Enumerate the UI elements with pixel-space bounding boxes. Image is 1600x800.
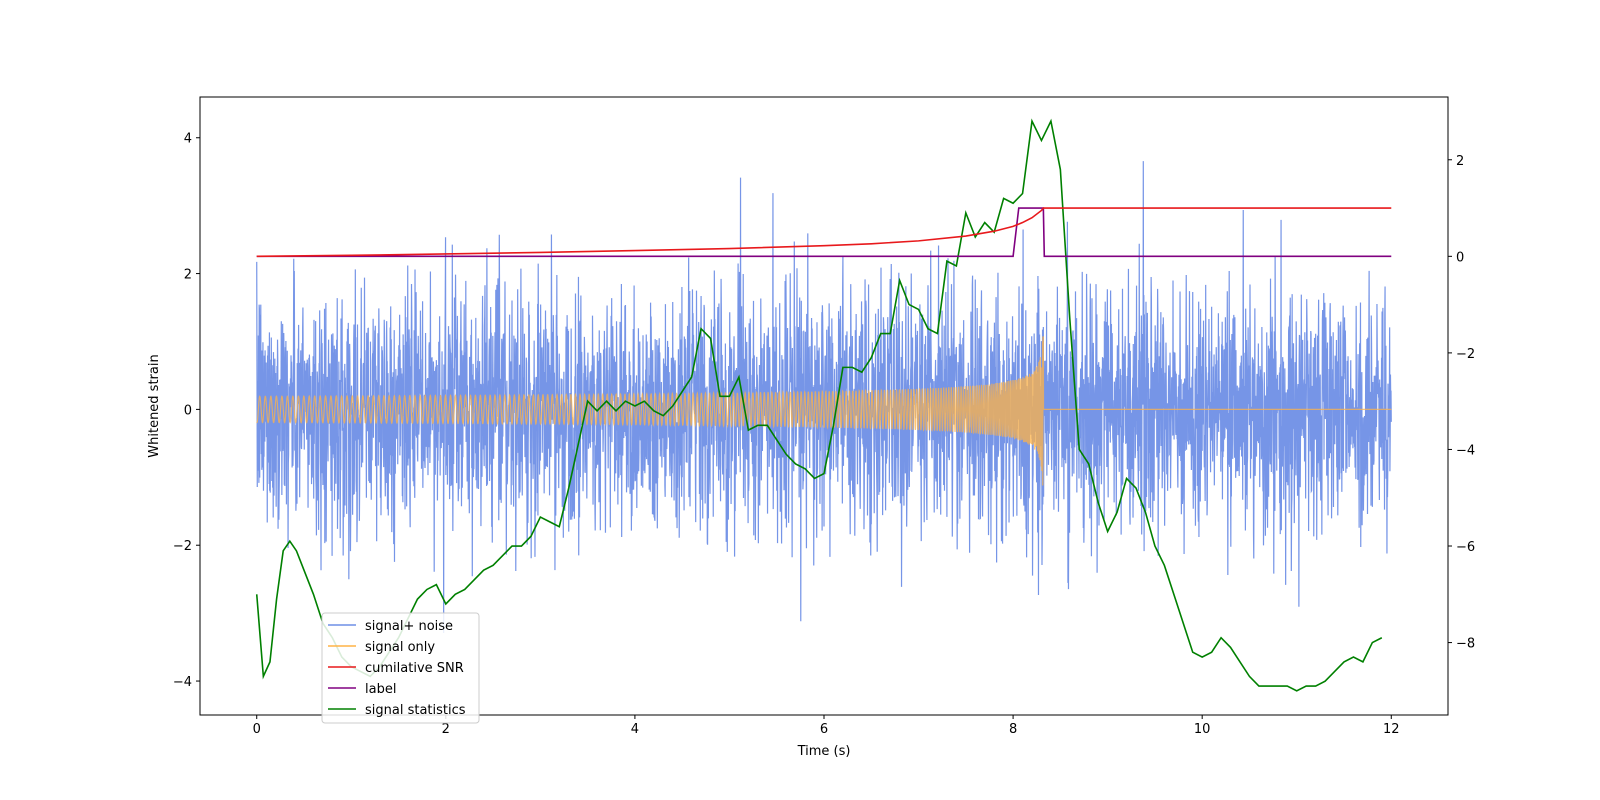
y-axis-right: −8 −6 −4 −2 0 2 xyxy=(1448,154,1475,652)
x-tick-label: 8 xyxy=(1009,722,1017,737)
x-tick-label: 12 xyxy=(1383,722,1400,737)
plot-area xyxy=(255,118,1392,692)
y2-tick-label: 0 xyxy=(1456,250,1464,265)
x-tick-label: 0 xyxy=(253,722,261,737)
x-tick-label: 10 xyxy=(1194,722,1211,737)
legend-label: cumilative SNR xyxy=(365,661,464,676)
series-signal-only xyxy=(256,336,1392,486)
series-signal-plus-noise xyxy=(256,161,1392,634)
signal-only-line xyxy=(256,336,1392,486)
line-cumilative-snr xyxy=(256,207,1392,258)
y2-tick-label: −8 xyxy=(1456,637,1475,652)
series-lines xyxy=(255,118,1392,692)
legend-box xyxy=(321,612,480,724)
y-tick-label: −2 xyxy=(173,539,192,554)
line-signal-statistics xyxy=(255,118,1383,692)
y-axis-label: Whitened strain xyxy=(147,354,162,457)
y-axis-left: −4 −2 0 2 4 xyxy=(173,132,200,690)
x-tick-label: 6 xyxy=(820,722,828,737)
legend-label: signal only xyxy=(365,640,435,655)
y2-tick-label: −4 xyxy=(1456,443,1475,458)
signal-plus-noise-line xyxy=(256,161,1392,634)
line-label xyxy=(256,207,1392,258)
y2-tick-label: −6 xyxy=(1456,540,1475,555)
y2-tick-label: 2 xyxy=(1456,154,1464,169)
y-tick-label: 0 xyxy=(184,403,192,418)
x-axis-label: Time (s) xyxy=(797,744,851,759)
legend: signal+ noise signal only cumilative SNR la… xyxy=(321,612,480,724)
y-tick-label: −4 xyxy=(173,675,192,690)
legend-label: label xyxy=(365,682,396,697)
y-tick-label: 2 xyxy=(184,268,192,283)
legend-label: signal statistics xyxy=(365,703,466,718)
y-tick-label: 4 xyxy=(184,132,192,147)
x-tick-label: 2 xyxy=(442,722,450,737)
x-tick-label: 4 xyxy=(631,722,639,737)
y2-tick-label: −2 xyxy=(1456,347,1475,362)
legend-label: signal+ noise xyxy=(365,619,453,634)
